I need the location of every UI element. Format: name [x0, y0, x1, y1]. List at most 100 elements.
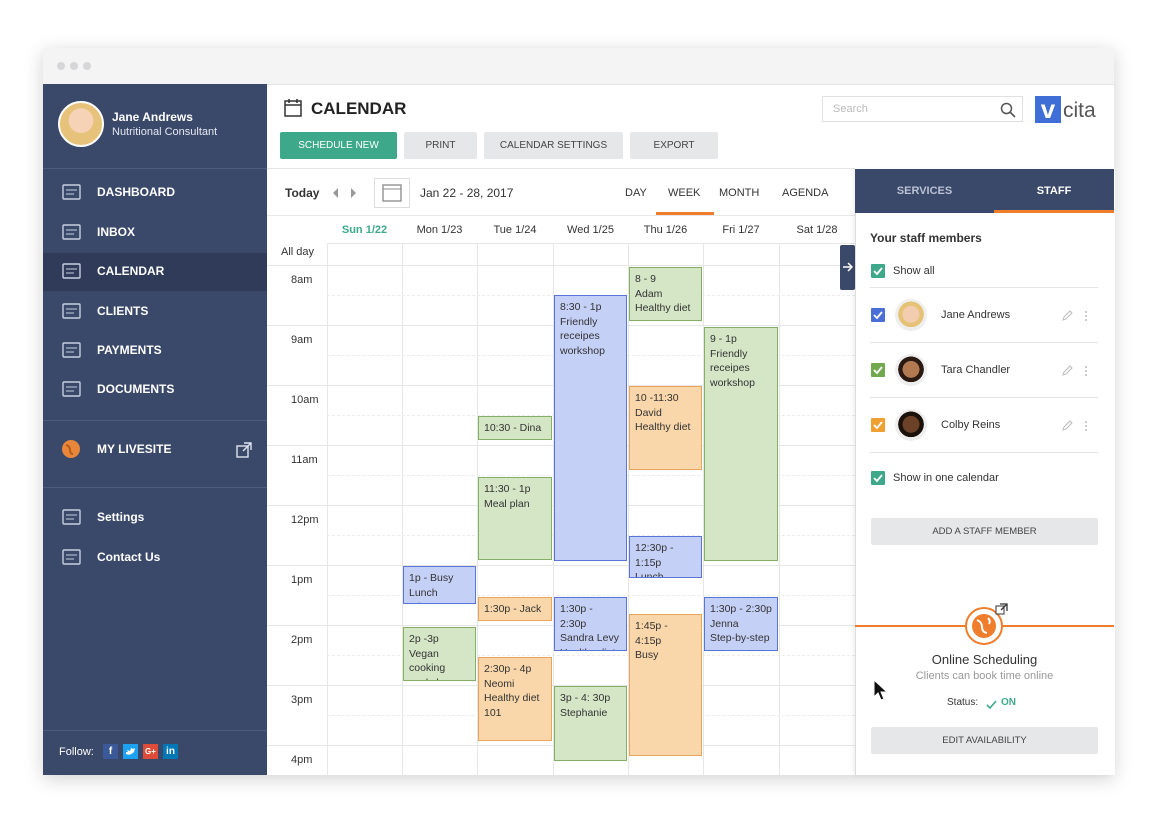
show-all-label[interactable]: Show all	[893, 265, 935, 277]
social-icon[interactable]	[123, 744, 138, 759]
staff-heading: Your staff members	[870, 231, 982, 245]
day-header: Thu 1/26	[643, 224, 688, 236]
event[interactable]: 2:30p - 4p Neomi Healthy diet 101	[478, 657, 552, 741]
social-icon[interactable]: G+	[143, 744, 158, 759]
nav-item[interactable]: DOCUMENTS	[97, 382, 175, 396]
event-line: Sandra Levy	[560, 632, 619, 644]
staff-avatar	[895, 299, 927, 331]
hour-label: 2pm	[291, 634, 313, 646]
panel-tab[interactable]: SERVICES	[896, 185, 953, 197]
event[interactable]: 1:45p - 4:15p Busy	[629, 614, 702, 756]
event[interactable]: 1:30p - Jack	[478, 597, 552, 621]
event-line: Neomi	[484, 677, 515, 690]
grid-vline	[628, 243, 629, 775]
event[interactable]: 11:30 - 1p Meal plan	[478, 477, 552, 560]
event-line: 12:30p - 1:15p	[635, 542, 674, 569]
staff-avatar	[895, 409, 927, 441]
more-icon[interactable]	[1083, 419, 1089, 431]
user-role: Nutritional Consultant	[112, 126, 218, 138]
checkbox-svg	[871, 308, 885, 322]
grid-vline	[703, 243, 704, 775]
event-line: Jenna	[710, 617, 739, 630]
nav-item[interactable]: CALENDAR	[97, 264, 165, 278]
button[interactable]: SCHEDULE NEW	[280, 132, 397, 159]
today-button[interactable]: Today	[285, 186, 320, 200]
event[interactable]: 2p -3p Vegan cooking workshop	[403, 627, 476, 681]
event[interactable]: 12:30p - 1:15p Lunch	[629, 536, 702, 578]
event[interactable]: 1p - Busy Lunch w/Dave	[403, 566, 476, 604]
show-one-label[interactable]: Show in one calendar	[893, 472, 999, 484]
event[interactable]: 8 - 9 Adam Healthy diet	[629, 267, 702, 321]
nav-item[interactable]: INBOX	[97, 225, 136, 239]
add-staff-button[interactable]: ADD A STAFF MEMBER	[871, 518, 1098, 545]
nav-icon	[61, 182, 83, 202]
staff-name: Tara Chandler	[941, 364, 1011, 376]
nav-item[interactable]: DASHBOARD	[97, 185, 175, 199]
nav-item[interactable]: PAYMENTS	[97, 343, 162, 357]
event-line: Lunch	[635, 571, 664, 578]
event[interactable]: 1:30p - 2:30p Sandra Levy Healthy diet	[554, 597, 627, 651]
grid-vline	[779, 243, 780, 775]
social-icon[interactable]: in	[163, 744, 178, 759]
edit-icon[interactable]	[1061, 364, 1073, 376]
edit-availability-button[interactable]: EDIT AVAILABILITY	[871, 727, 1098, 754]
more-icon[interactable]	[1083, 364, 1089, 376]
panel-tab[interactable]: STAFF	[1036, 185, 1072, 197]
checkbox[interactable]	[871, 418, 885, 432]
nav-item[interactable]: MY LIVESITE	[97, 442, 172, 456]
prev-next-arrows-svg	[333, 188, 356, 198]
toolbar-border	[267, 168, 855, 169]
event[interactable]: 10:30 - Dina	[478, 416, 552, 440]
search-placeholder: Search	[833, 103, 868, 115]
more-icon-svg	[1085, 311, 1087, 321]
view-tab[interactable]: DAY	[625, 187, 647, 199]
toolbar-bottom	[267, 215, 855, 216]
nav-item[interactable]: Contact Us	[97, 550, 161, 564]
event[interactable]: 1:30p - 2:30p Jenna Step-by-step	[704, 597, 778, 651]
tab-active-underline	[994, 210, 1114, 213]
checkbox[interactable]	[871, 363, 885, 377]
checkbox[interactable]	[871, 308, 885, 322]
avatar	[58, 101, 104, 147]
view-tab[interactable]: AGENDA	[782, 187, 829, 199]
button[interactable]: CALENDAR SETTINGS	[484, 132, 623, 159]
event-line: 1:30p - 2:30p	[560, 603, 593, 630]
external-link-icon	[236, 442, 252, 458]
calendar-icon	[283, 98, 303, 118]
event[interactable]: 9 - 1p Friendly receipes workshop	[704, 327, 778, 561]
button[interactable]: EXPORT	[630, 132, 718, 159]
view-tab[interactable]: MONTH	[719, 187, 760, 199]
nav-icon-svg	[62, 263, 81, 279]
event[interactable]: 10 -11:30 David Healthy diet	[629, 386, 702, 470]
event-line: Stephanie	[560, 706, 608, 719]
edit-icon-svg	[1062, 310, 1073, 321]
social-icon[interactable]: f	[103, 744, 118, 759]
window-dot	[70, 62, 78, 70]
edit-icon[interactable]	[1061, 309, 1073, 321]
event[interactable]: 3p - 4: 30p Stephanie	[554, 686, 627, 761]
window-dot	[57, 62, 65, 70]
edit-icon[interactable]	[1061, 419, 1073, 431]
nav-item[interactable]: Settings	[97, 510, 145, 524]
divider	[870, 452, 1098, 453]
button[interactable]: PRINT	[404, 132, 477, 159]
edit-icon-svg	[1062, 420, 1073, 431]
view-tab[interactable]: WEEK	[668, 187, 701, 199]
more-icon[interactable]	[1083, 309, 1089, 321]
checkbox-svg	[871, 363, 885, 377]
title-bar	[43, 48, 1114, 85]
nav-icon-svg	[62, 303, 81, 319]
checkbox[interactable]	[871, 264, 885, 278]
search-box[interactable]: Search	[822, 96, 1023, 122]
divider	[870, 287, 1098, 288]
checkbox[interactable]	[871, 471, 885, 485]
grid-vline	[477, 243, 478, 775]
user-name: Jane Andrews	[112, 110, 193, 124]
grid-vline	[402, 243, 403, 775]
panel-tabs	[855, 169, 1114, 213]
event[interactable]: 8:30 - 1p Friendly receipes workshop	[554, 295, 627, 561]
nav-icon-svg	[62, 224, 81, 240]
nav-item[interactable]: CLIENTS	[97, 304, 149, 318]
grid-vline	[327, 243, 328, 775]
separator	[43, 487, 267, 488]
